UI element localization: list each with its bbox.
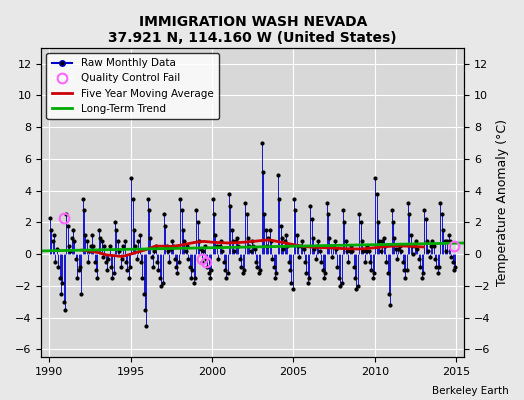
- Title: IMMIGRATION WASH NEVADA
37.921 N, 114.160 W (United States): IMMIGRATION WASH NEVADA 37.921 N, 114.16…: [108, 15, 397, 45]
- Legend: Raw Monthly Data, Quality Control Fail, Five Year Moving Average, Long-Term Tren: Raw Monthly Data, Quality Control Fail, …: [47, 53, 219, 119]
- Y-axis label: Temperature Anomaly (°C): Temperature Anomaly (°C): [496, 119, 509, 286]
- Text: Berkeley Earth: Berkeley Earth: [432, 386, 508, 396]
